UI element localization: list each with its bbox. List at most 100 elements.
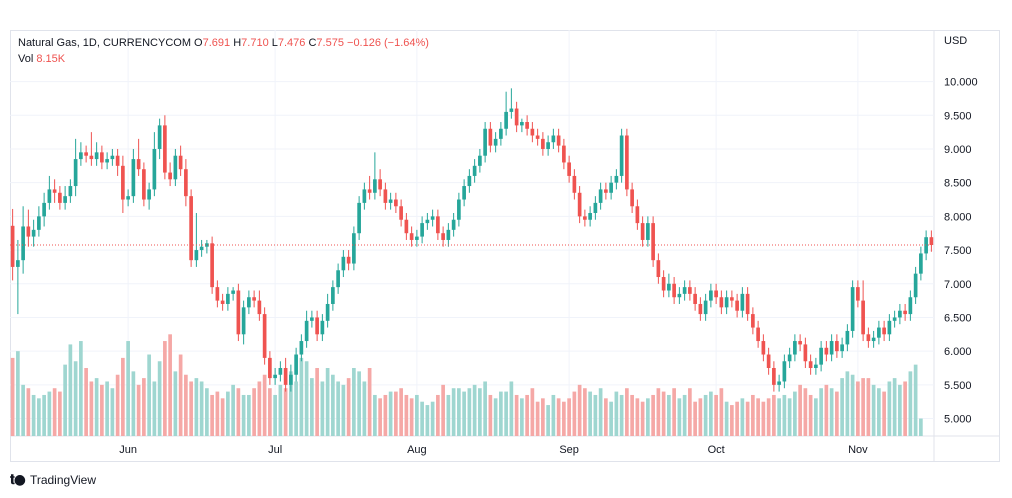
volume-bar [352, 368, 356, 436]
volume-bar [52, 388, 57, 436]
volume-bar [903, 381, 907, 436]
volume-bar [703, 394, 708, 436]
candle-body [168, 172, 172, 180]
volume-bar [47, 391, 52, 436]
volume-bar [609, 401, 613, 436]
volume-bar [682, 394, 687, 436]
volume-bar [740, 398, 745, 436]
candle-body [824, 347, 829, 355]
candle [882, 320, 886, 342]
candle-body [756, 327, 760, 342]
candle [394, 192, 398, 213]
candle [651, 216, 655, 267]
volume-bar [861, 378, 865, 436]
candle [793, 334, 797, 362]
candle [640, 216, 645, 247]
volume-bar [294, 381, 298, 436]
candle-body [861, 300, 865, 335]
volume-bar [220, 398, 225, 436]
candle-body [152, 148, 157, 190]
time-axis[interactable]: Jun Jul Aug Sep Oct Nov [119, 444, 868, 456]
volume-bar [257, 381, 262, 436]
volume-bar [105, 381, 109, 436]
candle [210, 236, 214, 294]
candle-body [420, 223, 424, 237]
candle-body [430, 216, 435, 220]
candle [525, 115, 529, 136]
candle [556, 128, 561, 153]
candle [520, 118, 524, 133]
price-axis[interactable]: 10.000 9.500 9.000 8.500 8.000 7.500 7.000 6.50… [944, 77, 978, 426]
candle [740, 287, 745, 318]
candle-body [478, 155, 482, 166]
candle-body [845, 330, 850, 345]
candle-body [63, 196, 67, 203]
volume-bar [310, 378, 314, 436]
chart-legend: Natural Gas, 1D, CURRENCYCOM O7.691 H7.7… [18, 35, 429, 67]
x-tick-label: Aug [407, 444, 427, 456]
candle [751, 307, 755, 335]
volume-bar [598, 388, 603, 436]
volume-bar [58, 391, 62, 436]
candle [373, 152, 377, 200]
candle [892, 310, 897, 328]
candle [283, 357, 288, 392]
candle-body [898, 310, 902, 318]
volume-bar [247, 394, 251, 436]
volume-bar [63, 364, 67, 436]
candle-body [609, 182, 613, 193]
volume-bar [236, 388, 241, 436]
candle-body [777, 381, 781, 385]
candle-body [646, 223, 650, 240]
candle-body [163, 125, 167, 173]
volume-label: Vol [18, 53, 34, 65]
volume-bar [824, 384, 829, 436]
candle-body [294, 354, 298, 375]
candle [436, 209, 440, 240]
volume-bar [656, 388, 661, 436]
volume-bar [625, 388, 629, 436]
candle [703, 293, 708, 321]
candle-body [808, 361, 813, 368]
volume-bar [467, 388, 472, 436]
candle-body [850, 287, 855, 331]
candle-body [173, 155, 178, 180]
volume-bar [541, 398, 545, 436]
candle [735, 293, 739, 318]
candle-body [436, 216, 440, 234]
candle-body [787, 354, 792, 362]
candle [115, 148, 120, 176]
candle-body [252, 297, 256, 301]
volume-bar [147, 354, 151, 436]
candle [331, 280, 335, 311]
candle [247, 290, 251, 315]
low-value: 7.476 [277, 37, 306, 49]
symbol-label[interactable]: Natural Gas, 1D, CURRENCYCOM [18, 37, 191, 49]
volume-bar [68, 344, 73, 436]
candle [803, 337, 808, 368]
volume-bar [803, 388, 808, 436]
candle [604, 182, 608, 200]
candle-body [241, 307, 246, 335]
candle-body [68, 186, 73, 197]
volume-bar [877, 388, 881, 436]
candle [577, 186, 582, 224]
volume-bar [126, 341, 130, 436]
candle-body [688, 287, 692, 294]
candle [399, 199, 403, 227]
candle-body [803, 344, 808, 362]
candle-body [583, 216, 587, 220]
volume-bar [672, 388, 676, 436]
y-tick-label: 8.000 [944, 211, 972, 223]
volume-bar [121, 357, 125, 436]
volume-bar [404, 394, 409, 436]
volume-bar [341, 384, 346, 436]
volume-bar [252, 388, 256, 436]
candle-body [598, 189, 603, 203]
candle [609, 175, 613, 200]
tradingview-brand[interactable]: 𝐭● TradingView [10, 472, 96, 488]
candle-body [42, 202, 46, 217]
candle-body [735, 300, 739, 311]
volume-bar [766, 398, 771, 436]
